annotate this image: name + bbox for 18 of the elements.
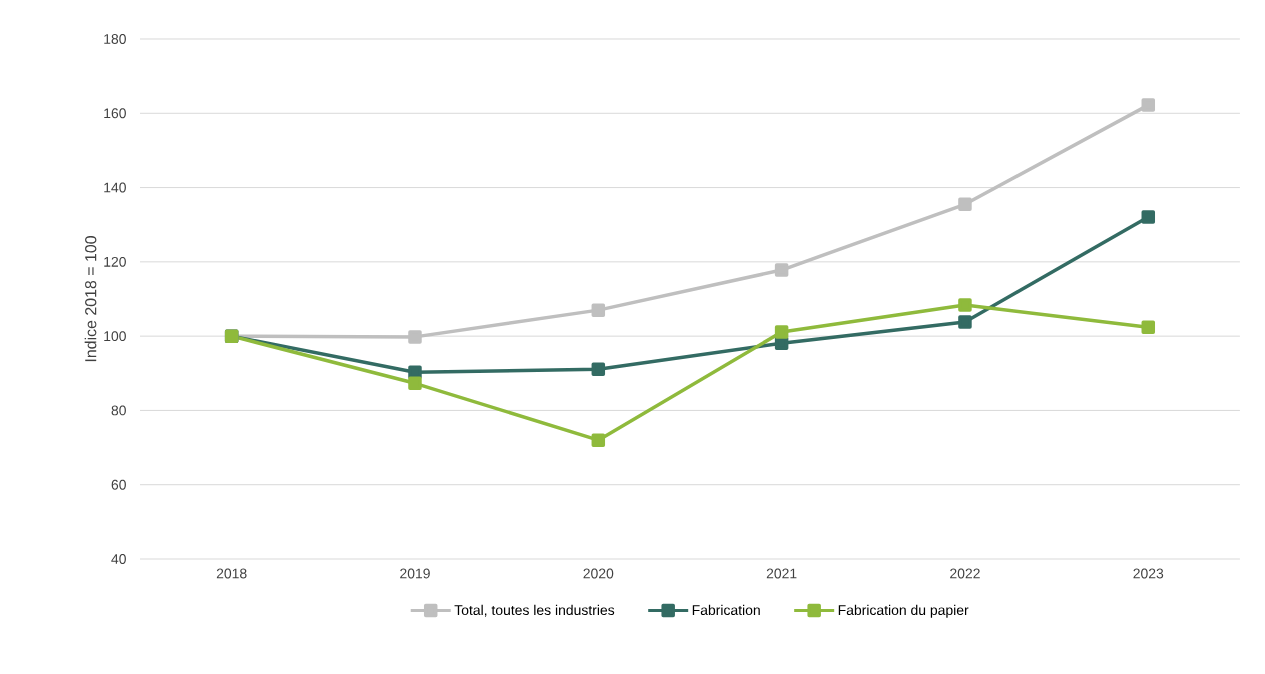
y-tick-label: 40 [111, 554, 126, 564]
x-tick-label: 2022 [950, 568, 980, 579]
y-tick-label: 180 [104, 34, 126, 44]
y-axis-title: Indice 2018 = 100 [84, 236, 97, 362]
y-tick-label: 80 [111, 405, 126, 416]
legend-label: Fabrication [692, 604, 760, 616]
y-tick-label: 160 [104, 108, 126, 119]
y-tick-label: 60 [111, 479, 126, 490]
x-tick-label: 2018 [216, 568, 247, 579]
legend-label: Total, toutes les industries [454, 604, 615, 617]
x-tick-label: 2020 [583, 568, 614, 579]
legend-label: Fabrication du papier [838, 604, 969, 618]
x-tick-label: 2023 [1133, 568, 1164, 579]
y-tick-label: 120 [104, 256, 126, 267]
x-tick-label: 2021 [766, 568, 797, 579]
y-tick-label: 140 [104, 182, 126, 193]
y-tick-label: 100 [104, 331, 126, 342]
x-tick-label: 2019 [400, 568, 430, 579]
